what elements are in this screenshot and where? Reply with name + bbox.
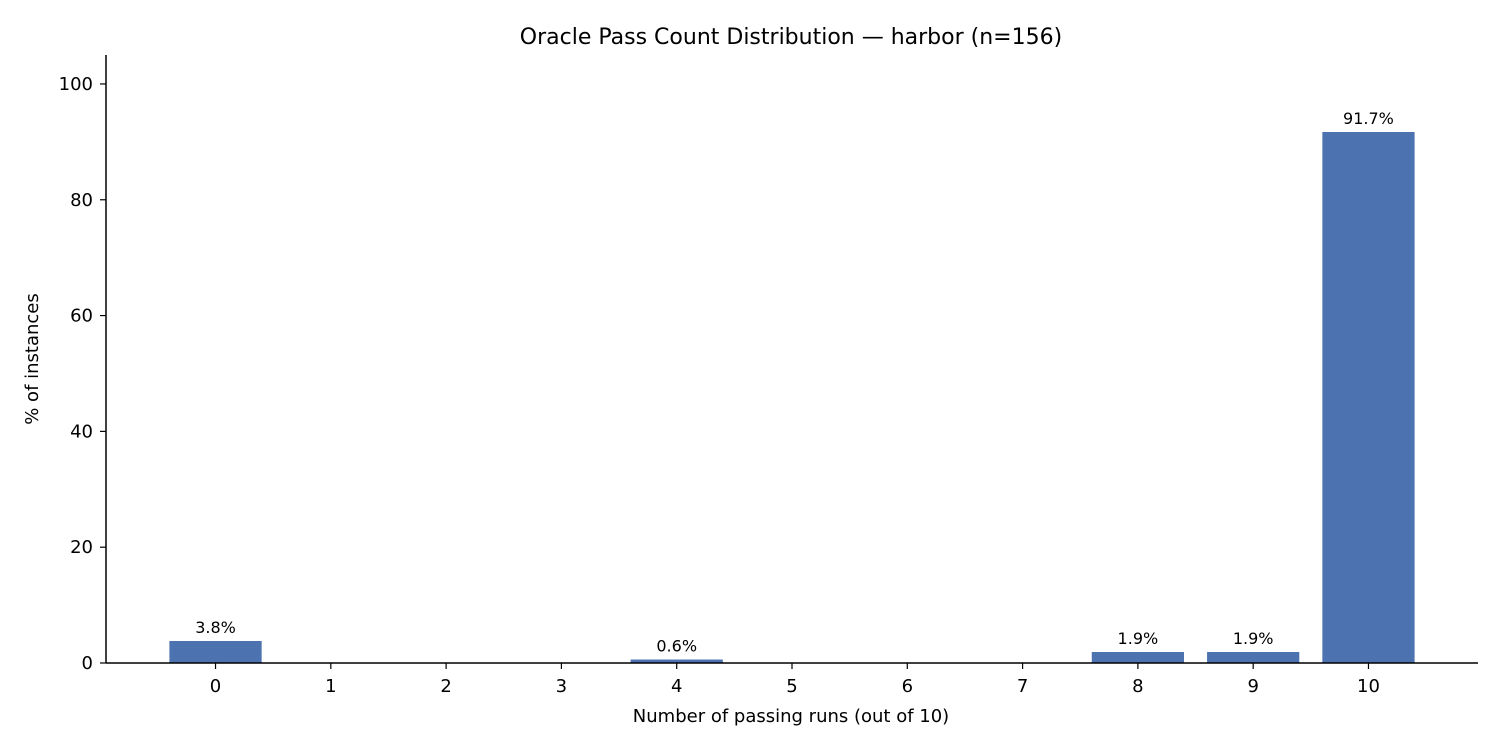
x-tick-label-4: 4 <box>671 676 682 697</box>
y-tick-label-100: 100 <box>59 74 93 95</box>
x-tick-label-5: 5 <box>786 676 797 697</box>
x-axis-label: Number of passing runs (out of 10) <box>633 706 949 727</box>
bar-4 <box>630 659 723 663</box>
bar-value-label-9: 1.9% <box>1233 629 1274 648</box>
bar-value-label-4: 0.6% <box>656 637 697 656</box>
x-tick-label-1: 1 <box>325 676 336 697</box>
x-tick-label-10: 10 <box>1357 676 1380 697</box>
bar-value-label-0: 3.8% <box>195 618 236 637</box>
y-tick-label-40: 40 <box>70 421 93 442</box>
x-axis-ticks: 0 1 2 3 4 5 6 7 8 9 10 <box>210 663 1380 697</box>
x-tick-label-6: 6 <box>902 676 913 697</box>
y-tick-label-60: 60 <box>70 306 93 327</box>
x-tick-label-9: 9 <box>1247 676 1258 697</box>
y-tick-label-80: 80 <box>70 190 93 211</box>
bar-9 <box>1207 652 1300 663</box>
bars-group <box>169 132 1415 663</box>
y-axis-label: % of instances <box>22 293 43 425</box>
chart-title: Oracle Pass Count Distribution — harbor … <box>520 25 1062 50</box>
bar-0 <box>169 641 262 663</box>
bar-10 <box>1322 132 1415 663</box>
y-tick-label-20: 20 <box>70 537 93 558</box>
x-tick-label-3: 3 <box>556 676 567 697</box>
bar-labels-group: 3.8% 0.6% 1.9% 1.9% 91.7% <box>195 109 1394 656</box>
x-tick-label-2: 2 <box>440 676 451 697</box>
x-tick-label-7: 7 <box>1017 676 1028 697</box>
bar-8 <box>1091 652 1184 663</box>
x-tick-label-0: 0 <box>210 676 221 697</box>
y-axis-ticks: 0 20 40 60 80 100 <box>59 74 106 674</box>
bar-value-label-10: 91.7% <box>1343 109 1394 128</box>
x-tick-label-8: 8 <box>1132 676 1143 697</box>
bar-value-label-8: 1.9% <box>1118 629 1159 648</box>
y-tick-label-0: 0 <box>82 653 93 674</box>
